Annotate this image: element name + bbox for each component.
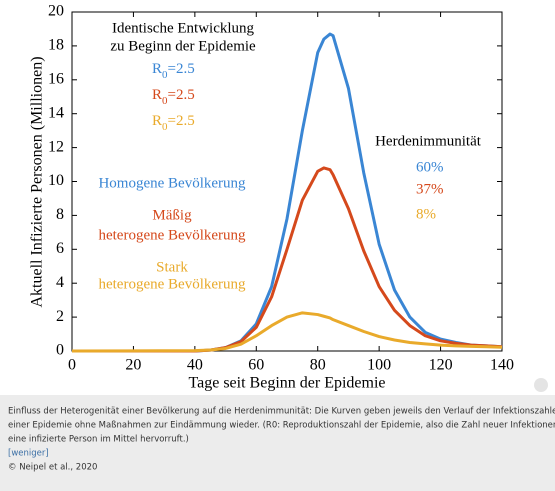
immunity-heading: Herdenimmunität	[375, 133, 482, 149]
immunity-value: 60%	[416, 159, 444, 175]
r0-base: R	[152, 61, 162, 77]
y-tick-label: 10	[48, 172, 64, 189]
y-tick-label: 0	[56, 342, 64, 359]
series-line	[71, 311, 503, 353]
y-tick-label: 6	[56, 240, 64, 257]
caption-line: eine infizierte Person im Mittel hervorr…	[8, 435, 189, 445]
immunity-value: 8%	[416, 206, 436, 222]
series-label: Mäßig	[152, 207, 192, 223]
x-tick-label: 20	[125, 357, 141, 374]
series-label: Stark	[156, 259, 188, 275]
series-label: heterogene Bevölkerung	[98, 276, 246, 292]
x-tick-label: 0	[68, 357, 76, 374]
r0-label: R0=2.5	[152, 87, 195, 106]
heading: zu Beginn der Epidemie	[110, 38, 256, 54]
y-tick-label: 8	[56, 206, 64, 223]
r0-rest: =2.5	[168, 113, 195, 129]
r0-label: R0=2.5	[152, 61, 195, 80]
credit: © Neipel et al., 2020	[8, 463, 97, 473]
y-tick-label: 14	[48, 104, 64, 121]
series-label: heterogene Bevölkerung	[98, 227, 246, 243]
r0-sub: 0	[162, 69, 168, 81]
r0-rest: =2.5	[168, 61, 195, 77]
immunity-value: 37%	[416, 181, 444, 197]
y-tick-label: 20	[48, 3, 64, 20]
r0-base: R	[152, 113, 162, 129]
y-tick-label: 12	[48, 138, 64, 155]
caption-line: einer Epidemie ohne Maßnahmen zur Eindäm…	[8, 421, 555, 431]
r0-label: R0=2.5	[152, 113, 195, 132]
x-tick-label: 140	[490, 357, 514, 374]
r0-sub: 0	[162, 121, 168, 133]
r0-rest: =2.5	[168, 87, 195, 103]
heading: Identische Entwicklung	[112, 20, 255, 36]
x-axis-label: Tage seit Beginn der Epidemie	[188, 375, 385, 392]
x-tick-label: 40	[187, 357, 203, 374]
caption-line: Einfluss der Heterogenität einer Bevölke…	[8, 407, 555, 417]
r0-sub: 0	[162, 95, 168, 107]
y-axis-label: Aktuell Infizierte Personen (Millionen)	[29, 56, 46, 307]
x-tick-label: 100	[367, 357, 391, 374]
y-tick-label: 16	[48, 70, 64, 87]
series-line	[72, 166, 503, 353]
y-tick-label: 4	[56, 274, 64, 291]
x-tick-label: 120	[429, 357, 453, 374]
series-label: Homogene Bevölkerung	[98, 175, 246, 191]
expand-icon[interactable]	[534, 378, 548, 392]
toggle-link[interactable]: [weniger]	[8, 449, 49, 459]
caption-panel	[0, 395, 555, 491]
x-tick-label: 80	[310, 357, 326, 374]
x-tick-label: 60	[248, 357, 264, 374]
y-tick-label: 2	[56, 308, 64, 325]
r0-base: R	[152, 87, 162, 103]
y-tick-label: 18	[48, 37, 64, 54]
